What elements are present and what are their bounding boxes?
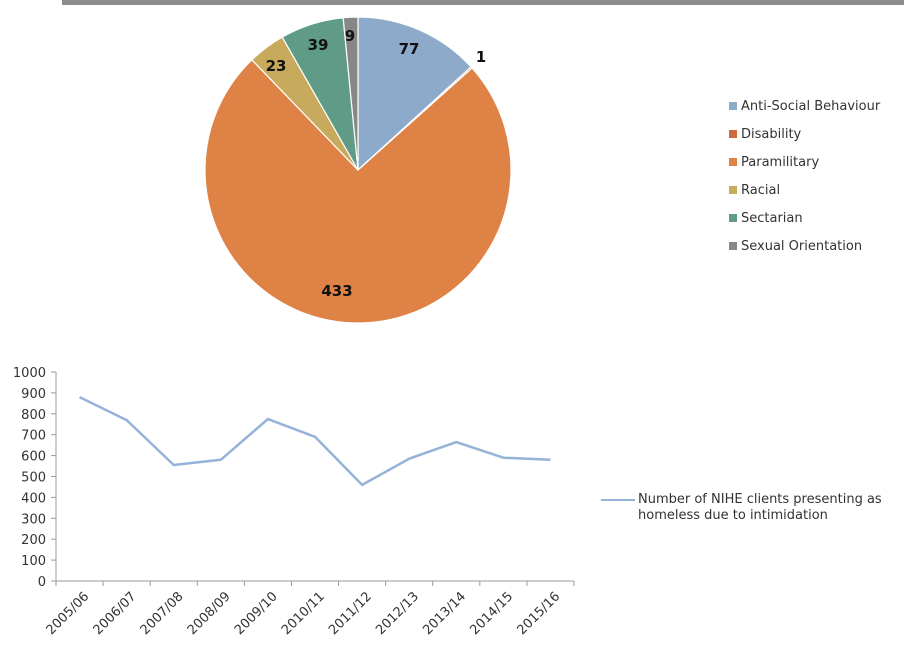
top-rule <box>62 0 904 5</box>
y-tick-label: 900 <box>21 387 46 402</box>
y-tick-label: 800 <box>21 408 46 423</box>
pie-data-label: 433 <box>321 282 352 300</box>
legend-label: Disability <box>741 126 802 142</box>
x-tick-label: 2014/15 <box>467 589 516 638</box>
legend-swatch-icon <box>729 242 737 250</box>
x-tick-label: 2013/14 <box>420 589 469 638</box>
legend-swatch-icon <box>729 158 737 166</box>
x-tick-label: 2008/09 <box>185 589 234 638</box>
x-tick-label: 2006/07 <box>91 589 140 638</box>
series-line <box>79 395 551 487</box>
legend-label: Anti-Social Behaviour <box>741 98 881 114</box>
pie-legend-item: Sexual Orientation <box>729 232 880 260</box>
line-legend-label: Number of NIHE clients presenting as hom… <box>638 492 882 523</box>
pie-data-label: 39 <box>308 36 329 54</box>
legend-swatch-icon <box>729 214 737 222</box>
pie-slice-1 <box>357 16 472 172</box>
line-legend: Number of NIHE clients presenting as hom… <box>601 492 901 524</box>
x-tick-label: 2007/08 <box>138 589 187 638</box>
pie-legend: Anti-Social Behaviour Disability Paramil… <box>729 92 880 260</box>
line-legend-swatch-icon <box>601 499 635 501</box>
pie-chart: 77 1 433 23 39 9 <box>204 16 512 324</box>
pie-legend-item: Racial <box>729 176 880 204</box>
legend-label: Racial <box>741 182 781 198</box>
y-tick-label: 1000 <box>13 366 46 381</box>
y-tick-label: 100 <box>21 554 46 569</box>
legend-label: Sectarian <box>741 210 803 226</box>
pie-data-label: 77 <box>399 40 420 58</box>
line-chart: 010020030040050060070080090010002005/062… <box>13 366 575 638</box>
x-tick-label: 2012/13 <box>373 589 422 638</box>
legend-swatch-icon <box>729 186 737 194</box>
pie-slice-3 <box>204 58 512 324</box>
legend-label: Paramilitary <box>741 154 820 170</box>
y-tick-label: 600 <box>21 450 46 465</box>
x-tick-label: 2005/06 <box>44 589 93 638</box>
x-tick-label: 2009/10 <box>232 589 281 638</box>
y-tick-label: 700 <box>21 429 46 444</box>
y-tick-label: 200 <box>21 533 46 548</box>
pie-legend-item: Sectarian <box>729 204 880 232</box>
y-tick-label: 0 <box>38 575 46 590</box>
legend-label: Sexual Orientation <box>741 238 863 254</box>
y-tick-label: 500 <box>21 471 46 486</box>
pie-slice-6 <box>342 16 359 171</box>
x-tick-label: 2015/16 <box>514 589 563 638</box>
legend-swatch-icon <box>729 102 737 110</box>
pie-data-label: 1 <box>476 48 486 66</box>
pie-data-label: 23 <box>266 57 287 75</box>
x-tick-label: 2011/12 <box>326 589 375 638</box>
pie-legend-item: Paramilitary <box>729 148 880 176</box>
x-tick-label: 2010/11 <box>279 589 328 638</box>
legend-swatch-icon <box>729 130 737 138</box>
pie-data-label: 9 <box>345 27 355 45</box>
y-tick-label: 400 <box>21 491 46 506</box>
pie-legend-item: Anti-Social Behaviour <box>729 92 880 120</box>
y-tick-label: 300 <box>21 512 46 527</box>
pie-legend-item: Disability <box>729 120 880 148</box>
